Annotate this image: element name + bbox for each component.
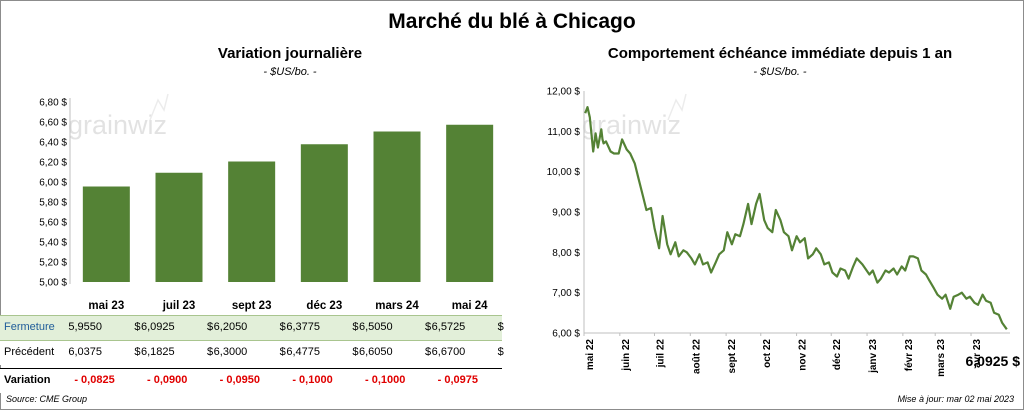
close-row-label: Fermeture	[4, 321, 55, 333]
line-chart: grainwiz 6,00 $ 7,00 $ 8,00 $ 9,00 $ 10,00 $…	[547, 87, 1021, 377]
x-axis-ticks: mai 22 juin 22 juil 22 août 22 sept 22 oct 22…	[583, 333, 983, 377]
bar	[300, 144, 348, 282]
currency-symbol: $	[279, 321, 286, 333]
currency-symbol: $	[134, 321, 141, 333]
close-value: 6,5050	[359, 321, 393, 333]
bar	[155, 172, 203, 282]
x-category-label: mai 24	[452, 300, 488, 312]
y-tick-label: 8,00 $	[552, 248, 580, 259]
currency-symbol: $	[207, 346, 214, 358]
last-value-label: 6,0925 $	[966, 353, 1021, 369]
close-value: 6,5725	[431, 321, 466, 333]
x-tick-label: déc 22	[832, 339, 843, 371]
close-value: 6,3775	[286, 321, 320, 333]
right-chart-unit: - $US/bo. -	[753, 66, 807, 78]
x-tick-label: juin 22	[621, 339, 632, 372]
previous-row-label: Précédent	[4, 346, 55, 358]
x-category-label: sept 23	[232, 300, 272, 312]
x-axis-labels: mai 23 juil 23 sept 23 déc 23 mars 24 mai 24	[88, 300, 488, 312]
previous-value: 6,3000	[213, 346, 248, 358]
x-tick-label: févr 23	[904, 339, 915, 372]
y-axis-ticks: 5,00 $ 5,20 $ 5,40 $ 5,60 $ 5,80 $ 6,00 $ 6,20…	[39, 98, 67, 289]
y-tick-label: 6,00 $	[552, 329, 580, 340]
x-tick-label: juil 22	[655, 339, 666, 369]
y-tick-label: 6,60 $	[39, 118, 67, 129]
y-tick-label: 5,60 $	[39, 218, 67, 229]
previous-row: Précédent 6,0375 $6,1825 $6,3000 $6,4775 $6,…	[0, 341, 504, 365]
x-category-label: déc 23	[306, 300, 342, 312]
x-tick-label: mai 22	[585, 339, 596, 371]
page-title: Marché du blé à Chicago	[388, 10, 636, 33]
bar	[228, 161, 276, 282]
currency-symbol: $	[352, 346, 359, 358]
y-tick-label: 5,20 $	[39, 258, 67, 269]
variation-row-label: Variation	[4, 374, 51, 386]
currency-symbol: $	[425, 321, 432, 333]
x-tick-label: janv 23	[868, 339, 879, 374]
update-date: Mise à jour: mar 02 mai 2023	[897, 394, 1014, 404]
close-value: 6,2050	[213, 321, 248, 333]
bar	[82, 186, 130, 282]
variation-value: - 0,0825	[74, 374, 115, 386]
source-note: Source: CME Group	[6, 394, 88, 404]
x-tick-label: nov 22	[798, 339, 809, 371]
y-tick-label: 6,00 $	[39, 178, 67, 189]
x-category-label: juil 23	[162, 300, 196, 312]
price-line	[584, 106, 1008, 330]
y-tick-label: 6,80 $	[39, 98, 67, 109]
previous-value: 6,4775	[286, 346, 320, 358]
variation-row: Variation - 0,0825 - 0,0900 - 0,0950 - 0,10…	[0, 368, 502, 393]
y-axis-ticks: 6,00 $ 7,00 $ 8,00 $ 9,00 $ 10,00 $ 11,00 $ 12…	[547, 87, 581, 340]
currency-symbol: $	[207, 321, 214, 333]
previous-value: 6,1825	[141, 346, 175, 358]
currency-symbol: $	[134, 346, 141, 358]
y-tick-label: 5,00 $	[39, 278, 67, 289]
variation-value: - 0,0900	[147, 374, 188, 386]
left-chart-title: Variation journalière	[217, 45, 363, 62]
variation-value: - 0,0975	[437, 374, 479, 386]
currency-symbol: $	[279, 346, 286, 358]
y-tick-label: 9,00 $	[552, 208, 580, 219]
bar-chart: grainwiz 5,00 $ 5,20 $ 5,40 $ 5,60 $ 5,80 $ 6…	[39, 93, 494, 312]
watermark-text: grainwiz	[68, 110, 167, 140]
currency-symbol: $	[497, 321, 504, 333]
x-tick-label: oct 22	[762, 339, 773, 368]
y-tick-label: 5,40 $	[39, 238, 67, 249]
variation-value: - 0,0950	[219, 374, 261, 386]
y-tick-label: 11,00 $	[547, 127, 580, 138]
currency-symbol: $	[352, 321, 359, 333]
y-tick-label: 6,40 $	[39, 138, 67, 149]
y-tick-label: 6,20 $	[39, 158, 67, 169]
close-value: 6,0925	[141, 321, 175, 333]
watermark-logo: grainwiz	[68, 93, 169, 140]
currency-symbol: $	[497, 346, 504, 358]
bar	[373, 131, 421, 282]
x-tick-label: août 22	[691, 339, 702, 374]
y-tick-label: 5,80 $	[39, 198, 67, 209]
watermark-logo: grainwiz	[582, 93, 687, 140]
currency-symbol: $	[425, 346, 432, 358]
y-tick-label: 10,00 $	[547, 167, 581, 178]
bar	[446, 124, 494, 282]
close-value: 5,9550	[68, 321, 102, 333]
variation-value: - 0,1000	[292, 374, 333, 386]
previous-value: 6,0375	[68, 346, 102, 358]
right-chart-title: Comportement échéance immédiate depuis 1…	[607, 45, 953, 62]
y-tick-label: 12,00 $	[547, 87, 581, 98]
x-category-label: mars 24	[375, 300, 419, 312]
y-tick-label: 7,00 $	[552, 288, 580, 299]
left-chart-unit: - $US/bo. -	[263, 66, 317, 78]
variation-value: - 0,1000	[365, 374, 406, 386]
x-tick-label: mars 23	[936, 339, 947, 377]
watermark-text: grainwiz	[582, 110, 681, 140]
x-category-label: mai 23	[88, 300, 124, 312]
x-tick-label: avr 23	[972, 339, 983, 368]
bars	[82, 124, 494, 282]
previous-value: 6,6050	[359, 346, 393, 358]
previous-value: 6,6700	[431, 346, 466, 358]
close-row: Fermeture 5,9550 $6,0925 $6,2050 $6,3775 $6,…	[0, 315, 504, 341]
x-tick-label: sept 22	[727, 339, 738, 374]
